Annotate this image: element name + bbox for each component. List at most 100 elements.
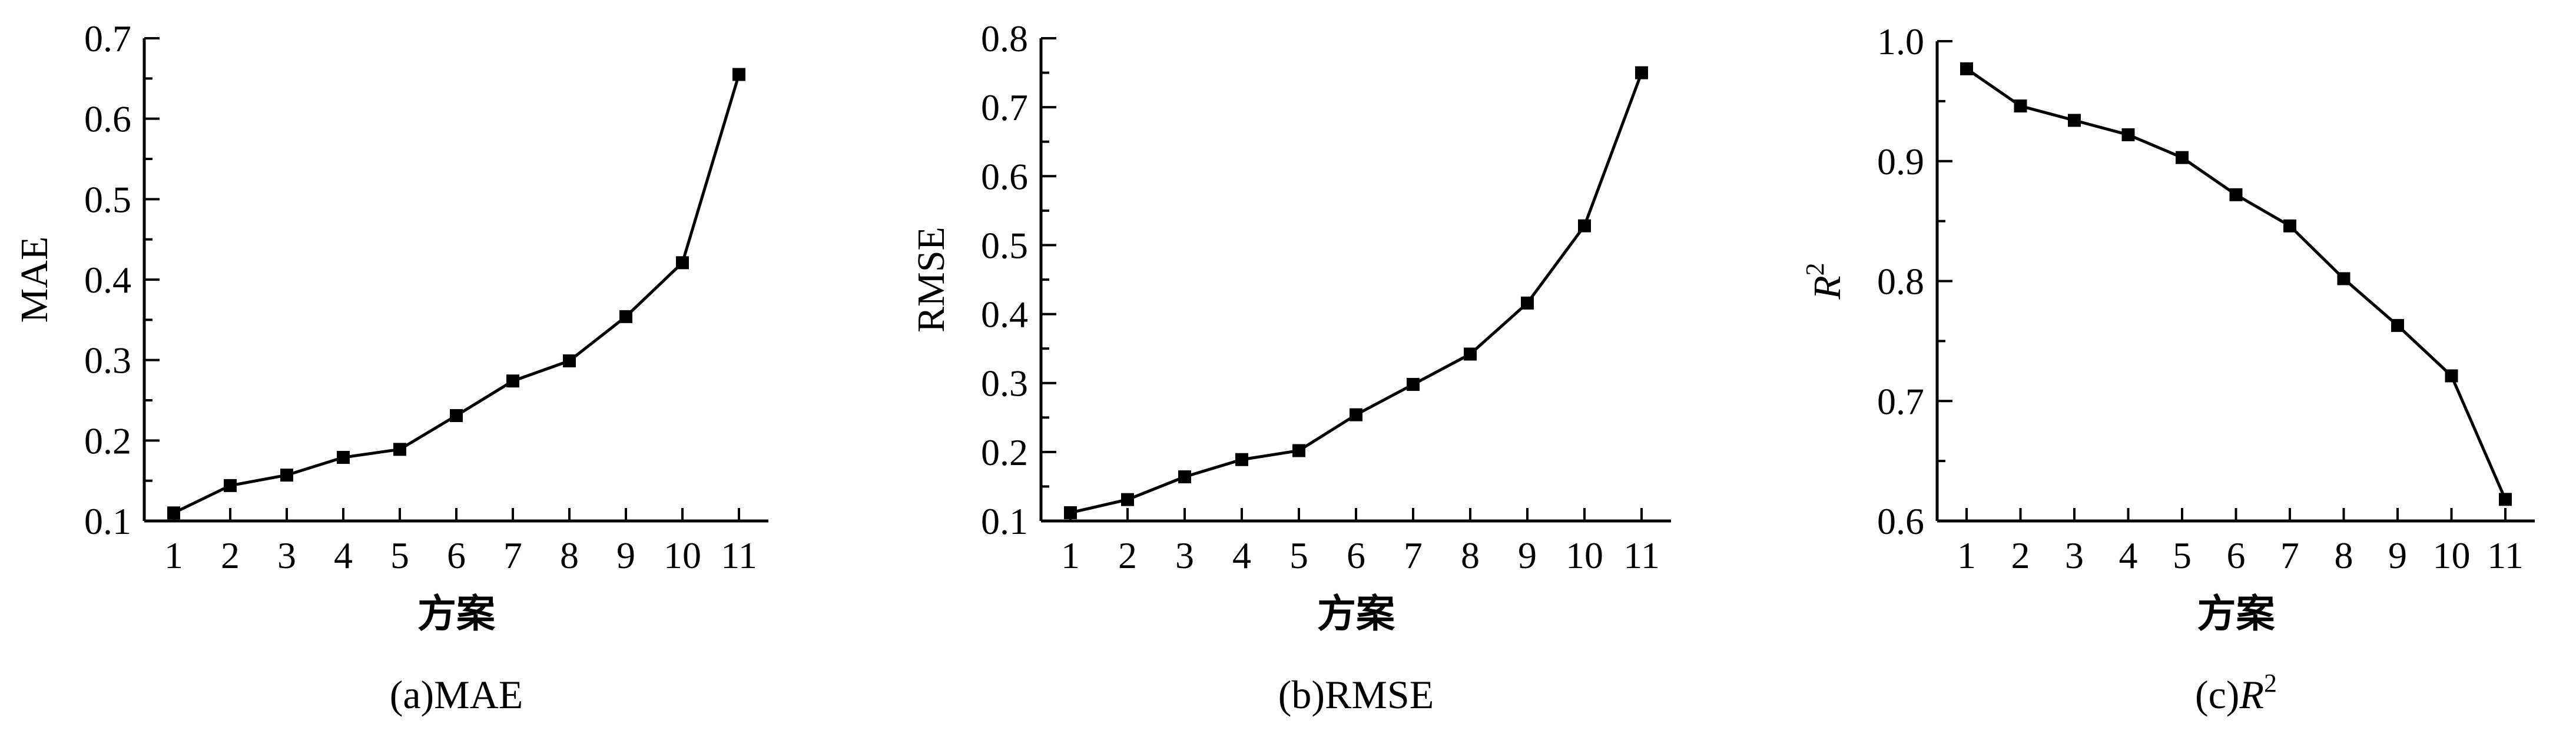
y-axis-title-text: MAE — [13, 237, 56, 323]
chart-panel-2: 0.1 0.2 0.3 0.4 0.5 0.6 0.7 0.8 1 2 3 4 5 6 7 8 9 10 11 RMS… — [910, 18, 1671, 717]
data-point — [1407, 378, 1420, 391]
y-tick-label: 0.6 — [84, 98, 131, 140]
y-axis-title-superscript: 2 — [1801, 263, 1829, 275]
x-tick-label: 3 — [1175, 535, 1194, 576]
y-tick-label: 0.5 — [981, 224, 1028, 266]
data-point — [1292, 444, 1305, 457]
data-point — [506, 374, 519, 388]
y-tick-label: 0.8 — [981, 18, 1028, 59]
x-tick-label: 10 — [664, 535, 701, 576]
series-line — [1965, 67, 2507, 500]
data-point — [337, 451, 350, 464]
x-tick-label: 8 — [1461, 535, 1480, 576]
y-tick-label: 0.2 — [981, 431, 1028, 473]
x-axis-title: 方案 — [417, 591, 496, 636]
data-point — [2337, 272, 2350, 285]
x-tick-label: 3 — [277, 535, 296, 576]
y-axis-title: RMSE — [910, 227, 953, 333]
y-axis-title-text: RMSE — [910, 227, 953, 333]
x-tick-label: 1 — [1957, 535, 1976, 576]
data-point — [2445, 369, 2458, 383]
data-point — [224, 479, 237, 492]
y-tick-label: 0.7 — [1877, 380, 1924, 422]
x-tick-label: 5 — [390, 535, 409, 576]
series-line — [1070, 72, 1643, 514]
y-tick-label: 0.6 — [1877, 500, 1924, 542]
x-tick-label: 1 — [164, 535, 183, 576]
data-point — [2068, 114, 2081, 127]
y-tick-label: 0.2 — [84, 420, 131, 462]
x-tick-label: 4 — [334, 535, 353, 576]
x-axis-title: 方案 — [1317, 591, 1395, 636]
data-point — [1578, 219, 1591, 233]
y-axis-title: R2 — [1801, 263, 1849, 300]
data-point — [450, 409, 463, 422]
x-tick-label: 4 — [2119, 535, 2138, 576]
data-point — [280, 469, 293, 482]
y-tick-label: 0.4 — [84, 259, 131, 301]
y-tick-label: 0.4 — [981, 294, 1028, 336]
y-tick-label: 0.8 — [1877, 261, 1924, 303]
x-tick-label: 11 — [1623, 535, 1660, 576]
y-tick-label: 0.1 — [84, 500, 131, 542]
x-tick-label: 11 — [721, 535, 757, 576]
y-tick-label: 0.5 — [84, 178, 131, 220]
data-point — [563, 354, 576, 368]
data-point — [2176, 151, 2189, 164]
x-tick-label: 5 — [1289, 535, 1308, 576]
x-tick-label: 7 — [2280, 535, 2299, 576]
panel-caption-prefix: (c) — [2195, 672, 2239, 717]
x-tick-label: 9 — [2388, 535, 2407, 576]
y-axis-title-text: R — [1806, 275, 1849, 300]
data-point — [2014, 99, 2027, 113]
x-axis-title: 方案 — [2197, 591, 2276, 636]
x-tick-label: 1 — [1061, 535, 1080, 576]
data-point — [1521, 296, 1534, 310]
y-tick-label: 0.3 — [84, 340, 131, 381]
x-tick-label: 3 — [2065, 535, 2084, 576]
data-point — [167, 506, 180, 520]
x-tick-label: 8 — [560, 535, 579, 576]
x-tick-label: 4 — [1232, 535, 1251, 576]
panel-caption: (a)MAE — [390, 672, 523, 717]
y-tick-label: 0.6 — [981, 155, 1028, 197]
data-point — [1635, 66, 1648, 79]
data-point — [619, 310, 632, 323]
data-point — [2391, 318, 2404, 332]
x-tick-label: 2 — [2011, 535, 2030, 576]
data-point — [2121, 128, 2135, 141]
data-point — [2283, 219, 2296, 233]
data-point — [732, 68, 745, 81]
panel-caption: (c)R2 — [2195, 669, 2277, 717]
x-tick-label: 2 — [221, 535, 240, 576]
panel-caption-italic: R — [2239, 672, 2264, 717]
x-tick-label: 6 — [2227, 535, 2246, 576]
x-tick-label: 6 — [447, 535, 466, 576]
data-point — [393, 443, 406, 456]
x-tick-label: 9 — [1518, 535, 1537, 576]
x-tick-label: 10 — [1566, 535, 1603, 576]
x-tick-label: 6 — [1347, 535, 1365, 576]
x-tick-label: 11 — [2487, 535, 2524, 576]
y-tick-label: 0.7 — [84, 18, 131, 59]
data-point — [1350, 408, 1362, 421]
data-point — [1064, 506, 1077, 519]
x-tick-label: 8 — [2335, 535, 2353, 576]
y-tick-label: 0.1 — [981, 500, 1028, 542]
x-tick-label: 5 — [2173, 535, 2192, 576]
series-line — [173, 74, 741, 514]
y-tick-label: 0.7 — [981, 87, 1028, 128]
panel-caption: (b)RMSE — [1278, 672, 1434, 717]
data-point — [1464, 347, 1477, 361]
x-tick-label: 2 — [1118, 535, 1137, 576]
y-tick-label: 0.9 — [1877, 141, 1924, 182]
panel-caption-superscript: 2 — [2264, 669, 2277, 698]
data-point — [1235, 453, 1248, 466]
data-point — [2499, 493, 2512, 506]
chart-panel-1: 0.1 0.2 0.3 0.4 0.5 0.6 0.7 1 2 3 4 5 6 7 8 9 10 11 MAE 方案 (… — [13, 18, 768, 717]
x-tick-label: 9 — [616, 535, 635, 576]
data-point — [2229, 188, 2243, 201]
y-tick-label: 0.3 — [981, 363, 1028, 404]
data-point — [676, 256, 689, 270]
